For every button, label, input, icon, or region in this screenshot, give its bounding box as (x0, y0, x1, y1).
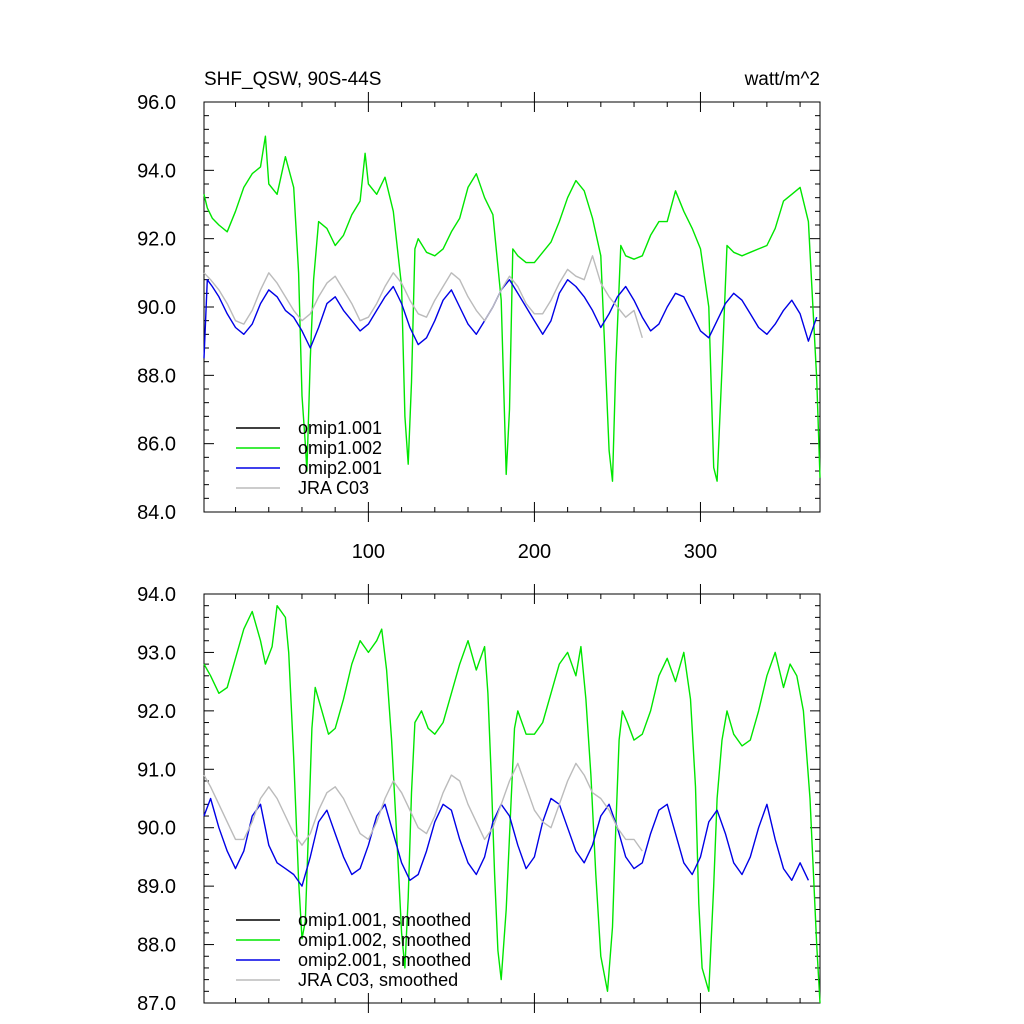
x-tick-label: 200 (518, 541, 551, 563)
y-tick-label: 92.0 (137, 229, 176, 251)
y-tick-label: 89.0 (137, 876, 176, 898)
top-panel: 84.0 86.0 88.0 90.0 92.0 94.0 96.0 100 200 300 omi… (137, 92, 821, 563)
y-tick-label: 94.0 (137, 584, 176, 606)
legend-label-3: omip2.001 (298, 458, 382, 478)
legend-label-2: omip1.002 (298, 438, 382, 458)
legend-label-1: omip1.001 (298, 418, 382, 438)
series-line-4 (203, 255, 643, 339)
y-tick-label: 84.0 (137, 502, 176, 524)
y-tick-label: 87.0 (137, 993, 176, 1015)
y-tick-label: 90.0 (137, 297, 176, 319)
legend-label-2: omip1.002, smoothed (298, 930, 471, 950)
y-tick-label: 90.0 (137, 818, 176, 840)
x-tick-label: 300 (684, 541, 717, 563)
y-tick-label: 93.0 (137, 642, 176, 664)
legend-label-3: omip2.001, smoothed (298, 950, 471, 970)
plot-frame (203, 593, 821, 1004)
y-tick-label: 88.0 (137, 365, 176, 387)
legend-label-4: JRA C03 (298, 478, 369, 498)
y-tick-label: 94.0 (137, 160, 176, 182)
bottom-panel: 87.0 88.0 89.0 90.0 91.0 92.0 93.0 94.0 omip1.00… (137, 584, 821, 1015)
legend-label-1: omip1.001, smoothed (298, 910, 471, 930)
series-line-4 (203, 762, 643, 852)
series-line-2 (203, 135, 821, 482)
y-tick-label: 96.0 (137, 92, 176, 114)
series-line-2 (203, 605, 821, 1004)
y-tick-label: 86.0 (137, 434, 176, 456)
legend-label-4: JRA C03, smoothed (298, 970, 458, 990)
series-line-3 (203, 279, 818, 359)
y-tick-label: 91.0 (137, 759, 176, 781)
y-tick-label: 92.0 (137, 701, 176, 723)
x-tick-label: 100 (352, 541, 385, 563)
units-label: watt/m^2 (744, 69, 820, 90)
series-line-3 (203, 797, 810, 887)
chart-title: SHF_QSW, 90S-44S (204, 69, 381, 90)
y-tick-label: 88.0 (137, 935, 176, 957)
